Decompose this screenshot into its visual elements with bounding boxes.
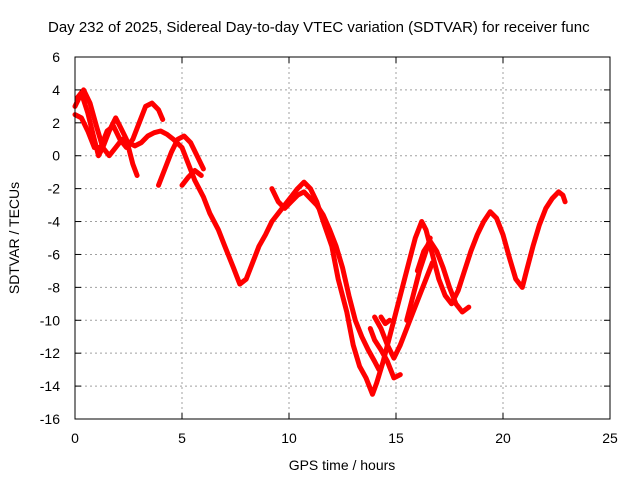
y-tick-label: 0 — [52, 148, 60, 164]
x-tick-labels: 0 5 10 15 20 25 — [71, 430, 618, 446]
y-tick-label: -10 — [40, 312, 60, 328]
y-tick-label: -6 — [48, 246, 61, 262]
series-trace-f — [269, 186, 382, 373]
series-trace-c — [74, 87, 568, 397]
y-tick-label: -12 — [40, 345, 60, 361]
series-trace-i — [378, 314, 393, 327]
series-trace-g — [367, 326, 403, 381]
series-trace-h — [372, 260, 435, 361]
y-tick-labels: -16 -14 -12 -10 -8 -6 -4 -2 0 2 4 6 — [40, 49, 60, 427]
y-tick-label: 6 — [52, 49, 60, 65]
y-tick-label: 4 — [52, 82, 60, 98]
y-tick-label: -2 — [48, 181, 61, 197]
y-tick-label: -14 — [40, 378, 60, 394]
y-tick-label: -4 — [48, 214, 61, 230]
y-tick-label: -16 — [40, 411, 60, 427]
x-tick-label: 0 — [71, 430, 79, 446]
x-axis-label: GPS time / hours — [289, 457, 396, 473]
ticks — [74, 56, 611, 420]
x-tick-label: 20 — [495, 430, 511, 446]
series-group — [72, 87, 568, 397]
plot-frame — [74, 56, 611, 420]
y-axis-label: SDTVAR / TECUs — [6, 182, 22, 294]
series-trace-d — [156, 133, 206, 188]
x-tick-label: 15 — [388, 430, 404, 446]
x-tick-label: 25 — [602, 430, 618, 446]
series-trace-k — [414, 238, 472, 315]
y-tick-label: -8 — [48, 279, 61, 295]
x-tick-label: 10 — [281, 430, 297, 446]
grid — [75, 57, 610, 419]
x-tick-label: 5 — [178, 430, 186, 446]
series-trace-e — [179, 168, 204, 188]
chart-title: Day 232 of 2025, Sidereal Day-to-day VTE… — [48, 19, 590, 36]
y-tick-label: 2 — [52, 115, 60, 131]
